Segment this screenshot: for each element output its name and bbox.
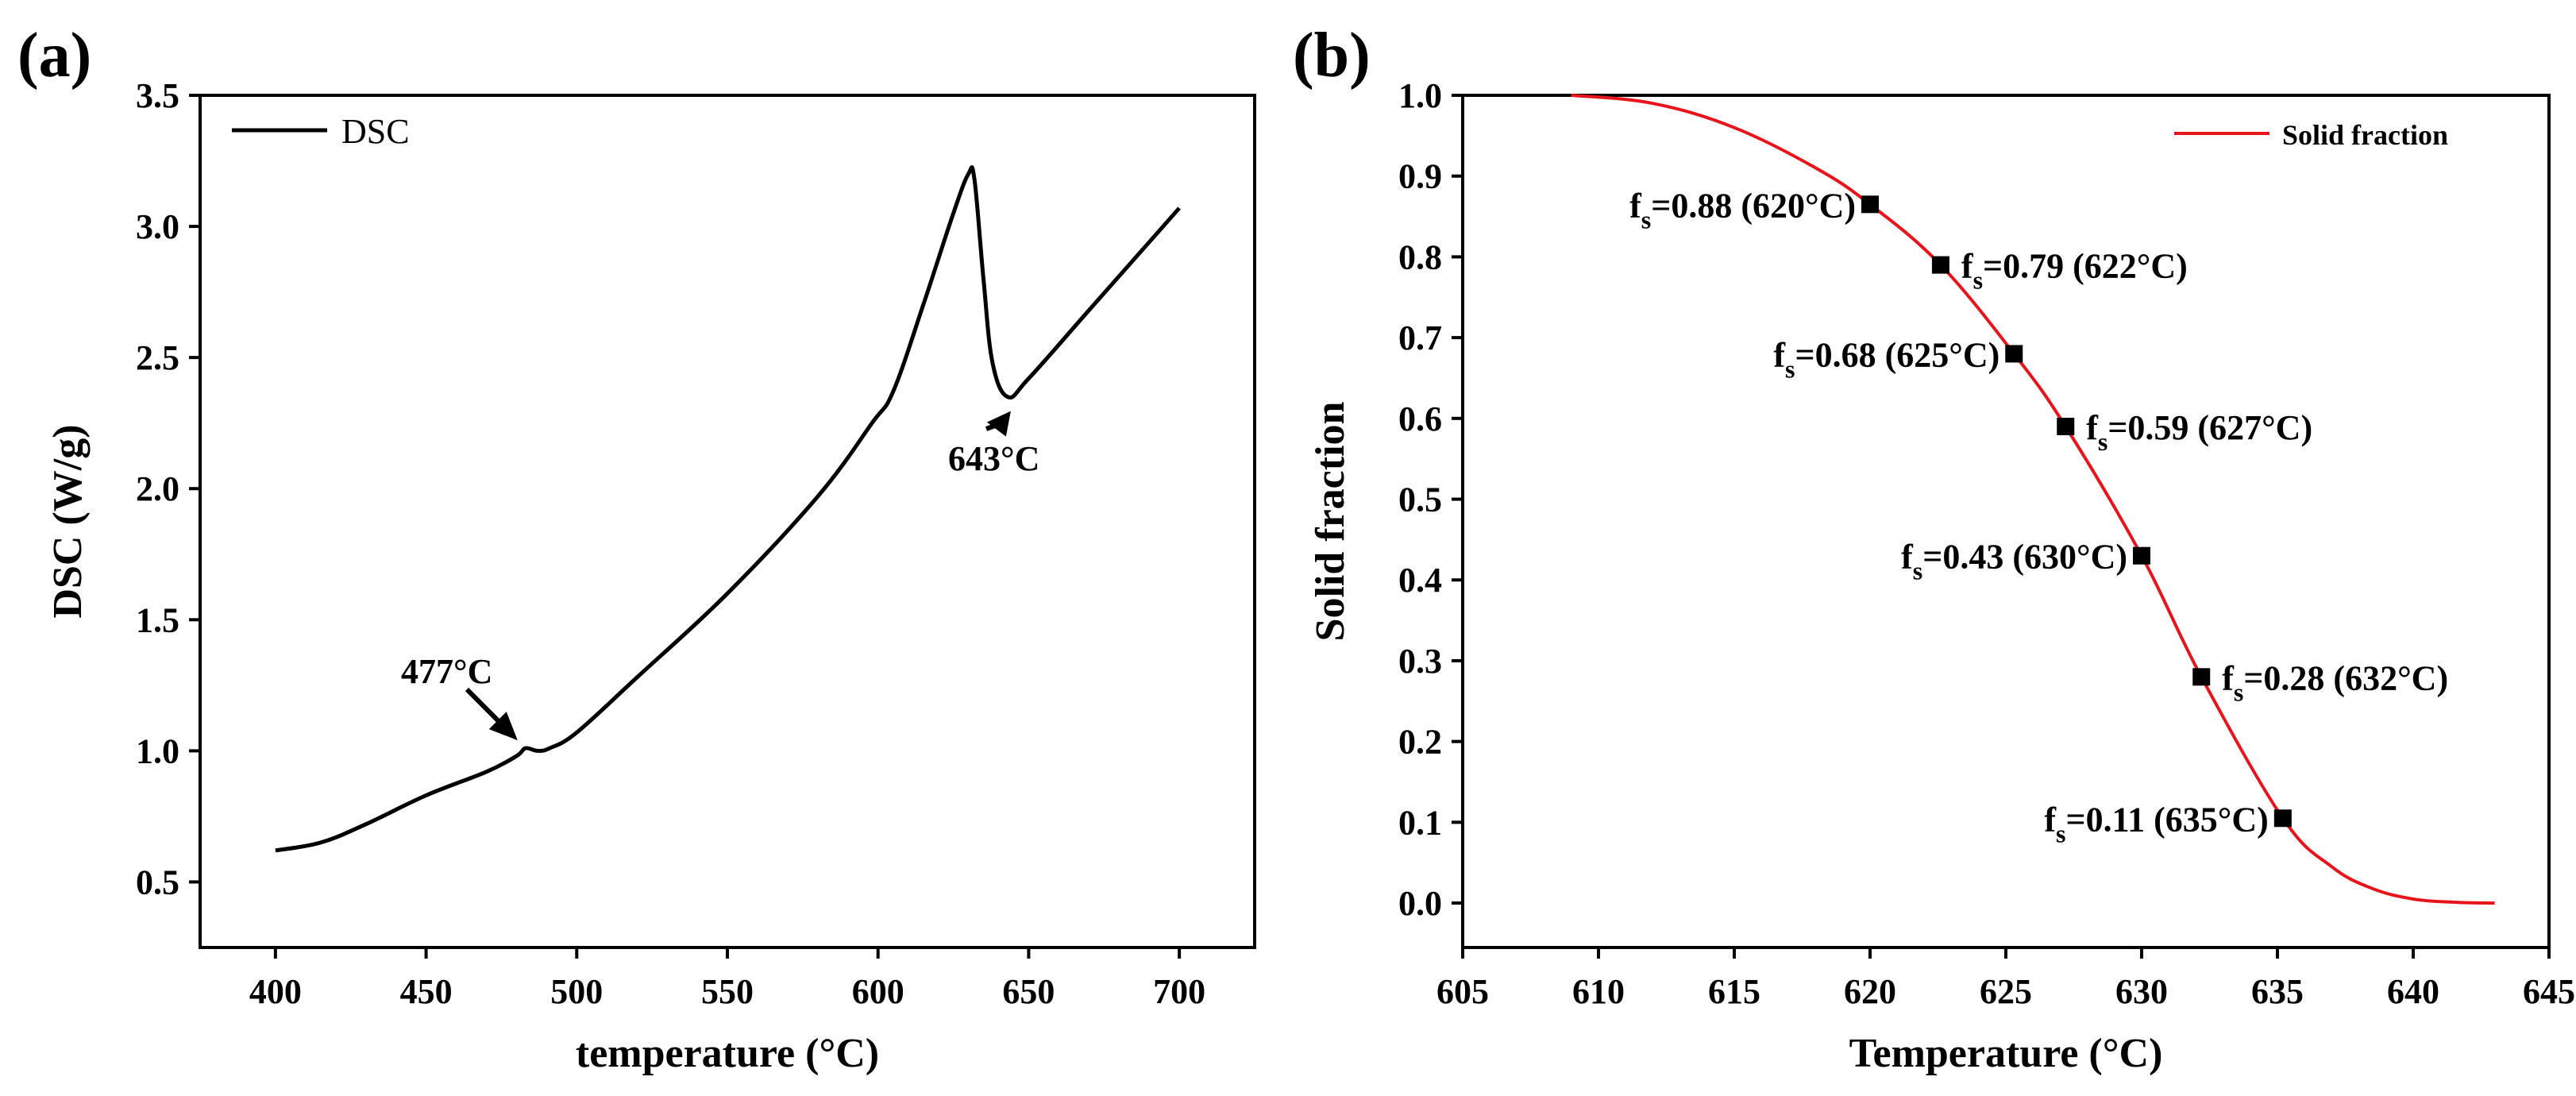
- data-point-label: fs=0.59 (627°C): [2086, 408, 2312, 456]
- label-subscript: s: [1785, 354, 1795, 383]
- y-tick-label: 0.0: [1398, 884, 1442, 923]
- legend-label: Solid fraction: [2282, 119, 2448, 151]
- y-tick-label: 0.5: [136, 863, 179, 901]
- panel-a-dsc-chart: 400 450 500 550 600 650 700 0.5 1.0 1.5 2.0 2.5 3.0 3…: [17, 21, 1256, 1076]
- y-tick-label: 3.5: [136, 76, 179, 115]
- x-tick-label: 600: [852, 972, 904, 1011]
- data-point-label: fs=0.28 (632°C): [2222, 658, 2448, 706]
- label-f: f: [2086, 408, 2099, 447]
- label-value: =0.59 (627°C): [2107, 408, 2312, 447]
- panel-label: (a): [17, 21, 91, 91]
- plot-frame: [199, 94, 1256, 949]
- label-subscript: s: [2234, 677, 2243, 706]
- y-tick-label: 1.0: [136, 731, 179, 770]
- data-point-label: fs=0.79 (622°C): [1961, 247, 2188, 295]
- x-tick-label: 645: [2523, 972, 2575, 1011]
- y-tick-label: 0.8: [1398, 237, 1442, 276]
- data-point-marker: [2273, 809, 2292, 828]
- x-tick-label: 605: [1436, 972, 1489, 1011]
- plot-frame: [1461, 94, 2551, 949]
- label-f: f: [2044, 800, 2057, 839]
- annotation-arrow-head: [986, 411, 1011, 437]
- label-f: f: [1901, 538, 1914, 577]
- annotation-label: 477°C: [401, 652, 492, 691]
- panel-label: (b): [1293, 21, 1371, 91]
- x-tick-label: 610: [1572, 972, 1625, 1011]
- x-tick-label: 625: [1980, 972, 2032, 1011]
- data-point-label: fs=0.68 (625°C): [1773, 335, 1999, 383]
- y-axis-title: DSC (W/g): [45, 424, 91, 618]
- label-f: f: [1961, 247, 1974, 286]
- y-tick-label: 0.7: [1398, 318, 1442, 357]
- y-tick-label: 2.0: [136, 469, 179, 508]
- data-point-marker: [2192, 668, 2211, 686]
- y-tick-label: 0.5: [1398, 480, 1442, 519]
- annotation-label: 643°C: [948, 439, 1039, 478]
- x-tick-label: 500: [550, 972, 603, 1011]
- data-point-label: fs=0.43 (630°C): [1901, 538, 2127, 585]
- x-tick-label: 700: [1153, 972, 1205, 1011]
- data-point-marker: [2133, 546, 2150, 565]
- y-axis-title: Solid fraction: [1308, 401, 1353, 641]
- x-axis-title: Temperature (°C): [1849, 1031, 2163, 1076]
- label-subscript: s: [2098, 427, 2107, 456]
- x-tick-label: 550: [701, 972, 754, 1011]
- label-f: f: [2222, 658, 2235, 697]
- label-value: =0.11 (635°C): [2066, 800, 2269, 839]
- x-axis-title: temperature (°C): [576, 1031, 879, 1076]
- label-value: =0.28 (632°C): [2243, 658, 2448, 697]
- label-f: f: [1773, 335, 1786, 374]
- y-tick-label: 0.3: [1398, 642, 1442, 681]
- y-tick-label: 0.4: [1398, 561, 1442, 600]
- label-subscript: s: [1913, 557, 1922, 585]
- data-point-marker: [2005, 345, 2023, 363]
- label-value: =0.88 (620°C): [1651, 186, 1856, 225]
- label-value: =0.43 (630°C): [1922, 538, 2127, 577]
- label-f: f: [1629, 186, 1642, 225]
- y-tick-label: 1.5: [136, 600, 179, 639]
- x-tick-label: 640: [2387, 972, 2439, 1011]
- label-subscript: s: [1973, 266, 1983, 295]
- x-tick-label: 620: [1844, 972, 1896, 1011]
- data-point-marker: [1861, 195, 1879, 214]
- y-tick-label: 0.6: [1398, 399, 1442, 438]
- x-tick-label: 400: [249, 972, 302, 1011]
- data-point-label: fs=0.88 (620°C): [1629, 186, 1856, 233]
- x-tick-label: 630: [2115, 972, 2168, 1011]
- panel-b-solid-fraction-chart: 605 610 615 620 625 630 635 640 645 0.0 0.1 0.2 0.3 0…: [1293, 21, 2575, 1076]
- x-tick-label: 450: [400, 972, 453, 1011]
- label-subscript: s: [2056, 819, 2065, 847]
- dsc-line: [275, 165, 1181, 853]
- x-tick-label: 650: [1002, 972, 1055, 1011]
- data-point-label: fs=0.11 (635°C): [2044, 800, 2268, 847]
- y-tick-label: 1.0: [1398, 76, 1442, 115]
- label-subscript: s: [1641, 205, 1651, 233]
- y-tick-label: 0.1: [1398, 803, 1442, 842]
- y-tick-label: 3.0: [136, 207, 179, 246]
- legend-label: DSC: [341, 112, 410, 151]
- label-value: =0.79 (622°C): [1983, 247, 2188, 286]
- label-value: =0.68 (625°C): [1795, 335, 2000, 374]
- x-tick-label: 635: [2251, 972, 2304, 1011]
- x-tick-label: 615: [1708, 972, 1760, 1011]
- solid-fraction-line: [1571, 94, 2495, 905]
- data-point-marker: [2057, 417, 2075, 435]
- y-tick-label: 0.2: [1398, 723, 1442, 762]
- y-tick-label: 0.9: [1398, 157, 1442, 196]
- y-tick-label: 2.5: [136, 338, 179, 377]
- data-point-marker: [1931, 256, 1949, 274]
- annotation-arrow-head: [488, 712, 518, 741]
